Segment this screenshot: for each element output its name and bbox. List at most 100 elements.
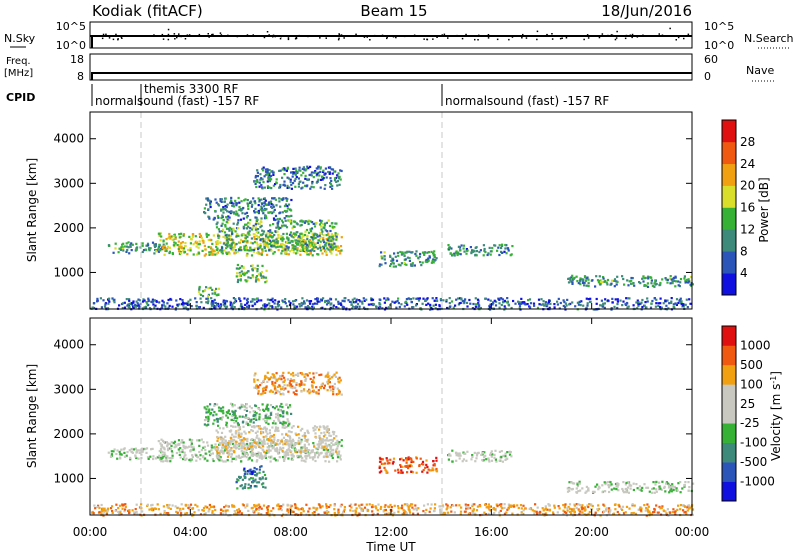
scatter-cell (188, 445, 191, 448)
scatter-cell (156, 456, 159, 459)
scatter-cell (238, 476, 242, 479)
scatter-cell (313, 445, 316, 448)
scatter-cell (328, 375, 331, 378)
scatter-cell (665, 278, 668, 281)
scatter-cell (274, 214, 278, 217)
scatter-cell (512, 299, 515, 303)
scatter-cell (636, 299, 639, 302)
scatter-cell (250, 470, 253, 473)
scatter-cell (669, 275, 672, 278)
scatter-cell (217, 446, 220, 449)
scatter-cell (159, 458, 162, 461)
nsky-dot (487, 37, 490, 39)
nsky-dot (395, 36, 397, 39)
scatter-cell (170, 447, 173, 450)
scatter-cell (329, 183, 333, 186)
scatter-cell (319, 186, 322, 189)
scatter-cell (297, 439, 300, 442)
scatter-cell (265, 449, 269, 452)
scatter-cell (625, 505, 629, 508)
scatter-cell (327, 511, 330, 514)
scatter-cell (500, 455, 503, 458)
scatter-cell (254, 431, 257, 434)
scatter-cell (211, 458, 214, 461)
scatter-cell (516, 504, 519, 507)
scatter-cell (141, 242, 144, 245)
scatter-cell (262, 482, 265, 485)
scatter-cell (261, 229, 264, 232)
scatter-cell (231, 405, 234, 408)
scatter-cell (280, 219, 283, 222)
scatter-cell (275, 391, 278, 394)
scatter-cell (424, 298, 427, 302)
scatter-cell (275, 204, 278, 207)
scatter-cell (501, 243, 504, 246)
scatter-cell (254, 478, 257, 481)
scatter-cell (279, 447, 282, 451)
scatter-cell (575, 503, 578, 506)
scatter-cell (341, 299, 344, 302)
scatter-cell (303, 221, 306, 224)
scatter-cell (228, 453, 231, 456)
scatter-cell (564, 302, 567, 305)
scatter-cell (383, 297, 386, 300)
scatter-cell (378, 265, 381, 268)
scatter-cell (547, 300, 550, 303)
scatter-cell (319, 437, 322, 440)
scatter-cell (304, 435, 307, 438)
scatter-cell (394, 265, 397, 268)
scatter-cell (196, 505, 199, 508)
scatter-cell (309, 300, 313, 303)
scatter-cell (374, 505, 377, 508)
scatter-cell (663, 485, 666, 488)
scatter-cell (255, 238, 258, 241)
scatter-cell (400, 471, 403, 474)
scatter-cell (260, 457, 263, 460)
scatter-cell (258, 439, 261, 442)
scatter-cell (264, 414, 267, 417)
scatter-cell (162, 513, 166, 516)
scatter-cell (122, 249, 125, 252)
scatter-cell (457, 297, 460, 300)
scatter-cell (227, 445, 230, 448)
scatter-cell (301, 446, 304, 449)
scatter-cell (210, 297, 213, 300)
scatter-cell (335, 371, 338, 374)
scatter-cell (276, 385, 279, 388)
scatter-cell (490, 450, 493, 453)
scatter-cell (244, 223, 247, 226)
scatter-cell (176, 244, 179, 247)
scatter-cell (252, 267, 255, 270)
scatter-cell (267, 238, 270, 241)
scatter-cell (165, 458, 168, 461)
scatter-cell (302, 171, 305, 174)
scatter-cell (330, 233, 333, 236)
scatter-cell (246, 235, 249, 238)
scatter-cell (259, 173, 262, 176)
cpid-segment-2: themis 3300 RF (144, 82, 238, 96)
scatter-cell (131, 243, 134, 246)
scatter-cell (157, 245, 160, 249)
nsky-dot (423, 38, 425, 40)
scatter-cell (327, 299, 330, 302)
scatter-cell (408, 250, 411, 253)
scatter-cell (449, 305, 452, 308)
scatter-cell (145, 301, 148, 304)
scatter-cell (259, 238, 262, 242)
scatter-cell (251, 203, 254, 206)
scatter-cell (306, 440, 309, 443)
scatter-cell (649, 306, 653, 309)
scatter-cell (204, 248, 207, 251)
scatter-cell (252, 410, 255, 413)
scatter-cell (666, 281, 669, 284)
scatter-cell (430, 261, 433, 264)
scatter-cell (273, 392, 276, 395)
scatter-cell (304, 230, 307, 233)
scatter-cell (229, 443, 232, 446)
scatter-cell (389, 264, 392, 267)
scatter-cell (210, 304, 213, 307)
scatter-cell (431, 297, 434, 300)
scatter-cell (305, 447, 308, 450)
scatter-cell (280, 234, 283, 238)
scatter-cell (232, 227, 235, 230)
